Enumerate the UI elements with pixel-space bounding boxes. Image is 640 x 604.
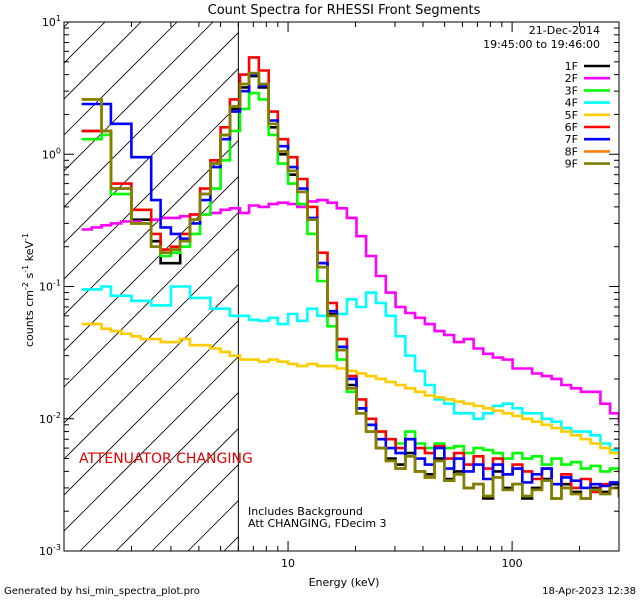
hatch-line	[64, 284, 239, 460]
y-tick-label: 100	[42, 146, 61, 161]
x-axis-label: Energy (keV)	[309, 576, 380, 589]
y-axis-ticks: 101 100 10-1 10-2 10-3	[39, 14, 619, 558]
footer-timestamp: 18-Apr-2023 12:38	[542, 586, 636, 597]
hatch-line	[64, 104, 239, 280]
series-line-3f	[81, 91, 619, 473]
series-line-6f	[81, 56, 619, 494]
hatch-line	[64, 356, 239, 532]
hatch-line	[64, 248, 239, 424]
chart-title: Count Spectra for RHESSI Front Segments	[208, 3, 481, 18]
hatch-line	[64, 22, 70, 28]
x-axis-ticks: 10 100	[63, 22, 620, 570]
legend-label-5f: 5F	[565, 109, 578, 122]
legend-label-9f: 9F	[565, 158, 578, 171]
hatch-line	[64, 212, 239, 388]
hatch-line	[64, 32, 239, 208]
annotation-background: Includes Background	[248, 505, 363, 518]
annotation-attenuator-state: Att CHANGING, FDecim 3	[248, 517, 387, 530]
hatch-line	[64, 68, 239, 244]
hatch-line	[64, 22, 178, 136]
hatch-line	[79, 392, 239, 551]
y-tick-label: 101	[42, 14, 61, 29]
y-axis-label: counts cm-2 s-1 keV-1	[21, 233, 36, 347]
x-tick-label: 100	[502, 557, 523, 570]
legend-label-3f: 3F	[565, 84, 578, 97]
legend-label-8f: 8F	[565, 145, 578, 158]
attenuator-hatch-region	[64, 22, 239, 551]
hatch-line	[64, 22, 214, 172]
attenuator-label: ATTENUATOR CHANGING	[79, 451, 253, 467]
legend-label-6f: 6F	[565, 121, 578, 134]
y-tick-label: 10-3	[39, 543, 61, 558]
hatch-line	[64, 320, 239, 496]
series-line-4f	[81, 285, 619, 460]
legend-label-1f: 1F	[565, 60, 578, 73]
hatch-line	[115, 428, 239, 551]
series-line-9f	[81, 71, 619, 500]
series-layer	[81, 56, 619, 500]
hatch-line	[64, 140, 239, 316]
legend-label-4f: 4F	[565, 97, 578, 110]
x-tick-label: 10	[281, 557, 295, 570]
series-line-5f	[81, 322, 619, 460]
series-line-2f	[81, 198, 619, 423]
series-line-8f	[81, 71, 619, 500]
plot-frame	[63, 21, 620, 552]
hatch-line	[64, 176, 239, 352]
legend-label-7f: 7F	[565, 133, 578, 146]
header-date: 21-Dec-2014	[529, 24, 600, 37]
y-tick-label: 10-2	[39, 411, 61, 426]
header-time-range: 19:45:00 to 19:46:00	[483, 38, 600, 51]
hatch-line	[64, 22, 142, 100]
y-tick-label: 10-1	[39, 279, 61, 294]
legend-label-2f: 2F	[565, 72, 578, 85]
footer-generated-by: Generated by hsi_min_spectra_plot.pro	[4, 586, 200, 597]
